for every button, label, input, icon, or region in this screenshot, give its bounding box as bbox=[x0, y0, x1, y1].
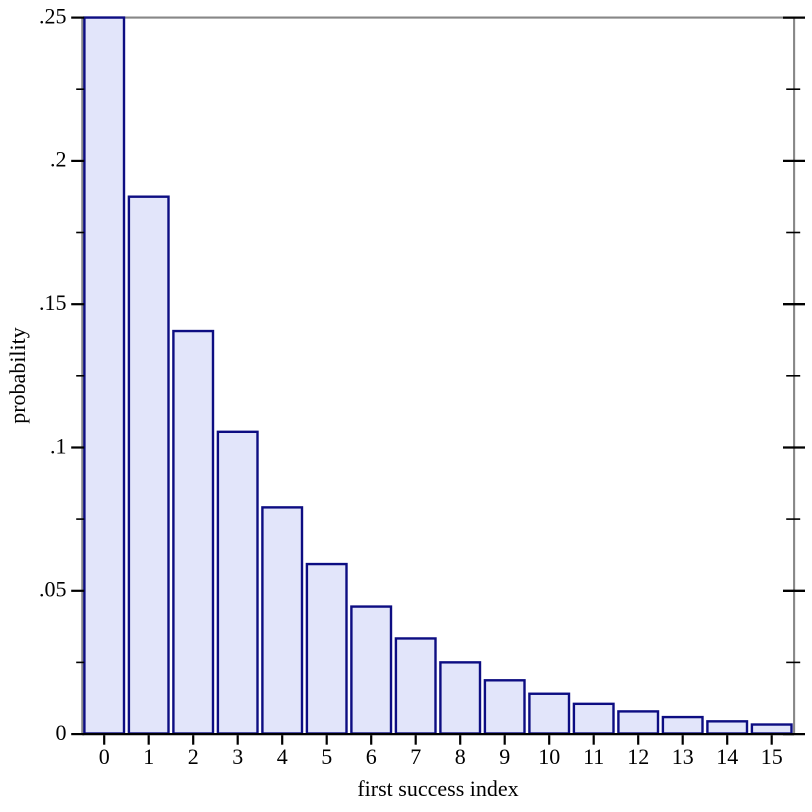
svg-text:7: 7 bbox=[410, 744, 421, 769]
svg-text:0: 0 bbox=[99, 744, 110, 769]
svg-text:5: 5 bbox=[321, 744, 332, 769]
svg-text:15: 15 bbox=[761, 744, 783, 769]
svg-text:probability: probability bbox=[5, 327, 30, 424]
svg-text:.15: .15 bbox=[39, 290, 67, 315]
svg-text:11: 11 bbox=[583, 744, 604, 769]
svg-text:1: 1 bbox=[143, 744, 154, 769]
svg-text:6: 6 bbox=[366, 744, 377, 769]
svg-text:10: 10 bbox=[538, 744, 560, 769]
svg-text:.05: .05 bbox=[39, 577, 67, 602]
svg-text:14: 14 bbox=[716, 744, 738, 769]
svg-text:4: 4 bbox=[277, 744, 288, 769]
svg-text:first success index: first success index bbox=[357, 776, 518, 801]
svg-text:12: 12 bbox=[627, 744, 649, 769]
svg-text:.2: .2 bbox=[50, 147, 67, 172]
svg-text:3: 3 bbox=[232, 744, 243, 769]
svg-text:13: 13 bbox=[672, 744, 694, 769]
svg-text:8: 8 bbox=[455, 744, 466, 769]
svg-text:.1: .1 bbox=[50, 433, 67, 458]
svg-text:9: 9 bbox=[499, 744, 510, 769]
svg-text:0: 0 bbox=[56, 720, 67, 745]
svg-text:.25: .25 bbox=[39, 3, 67, 28]
svg-text:2: 2 bbox=[188, 744, 199, 769]
